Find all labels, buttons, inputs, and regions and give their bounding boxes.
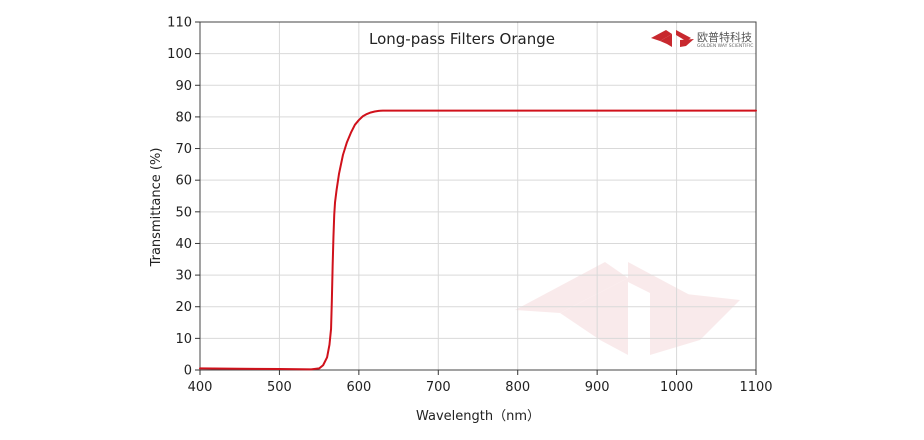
x-tick-label: 600 (346, 380, 371, 395)
y-tick-label: 40 (175, 237, 192, 252)
y-tick-label: 60 (175, 174, 192, 189)
x-axis-label: Wavelength（nm） (416, 409, 540, 424)
y-tick-label: 20 (175, 300, 192, 315)
x-axis-ticks: 400 500 600 700 800 900 1000 1100 (188, 370, 773, 395)
logo-cn-text: 欧普特科技 (697, 30, 752, 44)
series-group (199, 109, 757, 371)
y-tick-label: 50 (175, 205, 192, 220)
y-tick-label: 80 (175, 110, 192, 125)
y-tick-label: 90 (175, 79, 192, 94)
y-tick-label: 100 (167, 47, 192, 62)
x-tick-label: 800 (505, 380, 530, 395)
grid-lines (200, 22, 756, 370)
series-line (199, 109, 757, 371)
x-tick-label: 1000 (660, 380, 693, 395)
watermark-logo (515, 262, 740, 355)
logo-en-text: GOLDEN WAY SCIENTIFIC (697, 43, 753, 49)
y-axis-ticks: 0 10 20 30 40 50 60 70 80 90 100 110 (167, 16, 200, 379)
plot-border (199, 21, 757, 371)
x-tick-label: 400 (188, 380, 213, 395)
y-tick-label: 70 (175, 142, 192, 157)
x-tick-label: 500 (267, 380, 292, 395)
x-tick-label: 900 (585, 380, 610, 395)
chart-title: Long-pass Filters Orange (369, 30, 555, 48)
y-tick-label: 30 (175, 269, 192, 284)
y-axis-label: Transmittance (%) (149, 148, 164, 268)
plot-frame (199, 21, 757, 371)
x-tick-label: 700 (426, 380, 451, 395)
company-logo: 欧普特科技 GOLDEN WAY SCIENTIFIC (651, 30, 753, 49)
x-tick-label: 1100 (739, 380, 772, 395)
y-tick-label: 10 (175, 332, 192, 347)
y-tick-label: 0 (184, 364, 192, 379)
y-tick-label: 110 (167, 16, 192, 31)
